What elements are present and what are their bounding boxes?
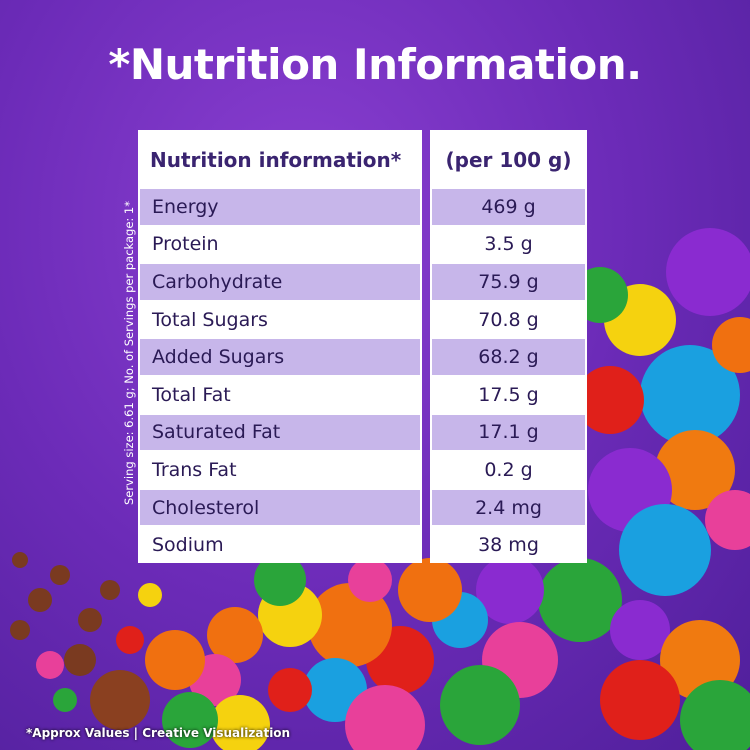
table-row: Added Sugars [140, 337, 420, 375]
nutrient-column: Nutrition information* Energy Protein Ca… [138, 130, 422, 563]
table-cell: 0.2 g [432, 450, 585, 488]
table-row: Carbohydrate [140, 262, 420, 300]
table-row: Protein [140, 224, 420, 263]
table-cell: 469 g [432, 187, 585, 225]
table-row: Cholesterol [140, 487, 420, 526]
value-column: (per 100 g) 469 g 3.5 g 75.9 g 70.8 g 68… [430, 130, 587, 563]
serving-note: Serving size: 6.61 g; No. of Servings pe… [122, 201, 136, 505]
table-cell: 2.4 mg [432, 487, 585, 526]
table-cell: 17.1 g [432, 412, 585, 451]
table-cell: 68.2 g [432, 337, 585, 375]
candies [10, 228, 750, 750]
table-row: Total Sugars [140, 299, 420, 338]
table-cell: 38 mg [432, 525, 585, 563]
table-row: Sodium [140, 525, 420, 563]
table-row: Saturated Fat [140, 412, 420, 451]
header-nutrient: Nutrition information* [150, 147, 402, 172]
table-row: Trans Fat [140, 450, 420, 488]
table-row: Energy [140, 187, 420, 225]
footer-disclaimer: *Approx Values | Creative Visualization [26, 726, 291, 740]
table-cell: 17.5 g [432, 374, 585, 413]
page-title: *Nutrition Information. [108, 40, 642, 89]
table-row: Total Fat [140, 374, 420, 413]
table-cell: 70.8 g [432, 299, 585, 338]
table-cell: 3.5 g [432, 224, 585, 263]
header-per-100g: (per 100 g) [445, 147, 572, 172]
table-cell: 75.9 g [432, 262, 585, 300]
